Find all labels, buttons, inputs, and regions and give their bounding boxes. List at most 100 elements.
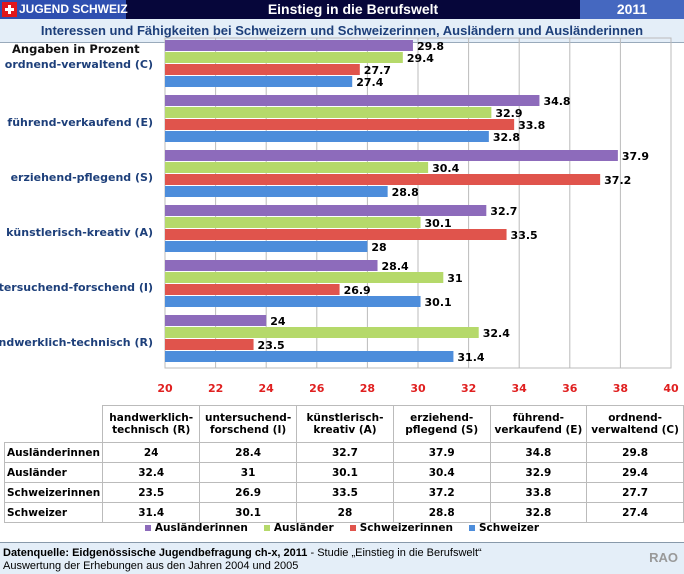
bar: [165, 131, 489, 142]
category-label: künstlerisch-kreativ (A): [6, 226, 153, 239]
table-cell: 32.9: [489, 462, 588, 483]
data-label: 32.7: [490, 205, 517, 218]
page-title: Einstieg in die Berufswelt: [267, 1, 439, 17]
table-cell: 30.4: [392, 462, 491, 483]
data-label: 32.4: [483, 327, 510, 340]
bar: [165, 162, 429, 173]
table-cell: 34.8: [489, 442, 588, 463]
x-tick-label: 30: [410, 382, 426, 395]
data-label: 28.8: [392, 186, 419, 199]
table-cell: 37.9: [392, 442, 491, 463]
row-label: Ausländerinnen: [3, 442, 104, 463]
row-label: Ausländer: [3, 462, 104, 483]
table-header: künstlerisch-kreativ (A): [296, 405, 394, 443]
table-row: Ausländer 32.4 31 30.1 30.4 32.9 29.4: [3, 462, 684, 483]
bar: [165, 296, 421, 307]
table-cell: 31.4: [102, 502, 201, 523]
table-corner: [4, 405, 104, 443]
table-header: untersuchend-forschend (I): [199, 405, 298, 443]
data-label: 37.9: [622, 150, 649, 163]
bar: [165, 107, 492, 118]
year-badge: 2011: [580, 0, 684, 19]
source-line-2: Auswertung der Erhebungen aus den Jahren…: [3, 560, 299, 572]
data-label: 31: [447, 272, 462, 285]
bar-chart: 20 22 24 26 28 30 32 34 36 38 40 Angaben in Prozent…: [0, 37, 679, 395]
x-tick-label: 24: [259, 382, 275, 395]
table-row: Schweizerinnen 23.5 26.9 33.5 37.2 33.8 27.7: [3, 482, 684, 503]
bar: [165, 241, 368, 252]
bar: [165, 229, 507, 240]
table-row: Ausländerinnen 24 28.4 32.7 37.9 34.8 29.8: [3, 442, 684, 463]
bar: [165, 76, 353, 87]
bar: [165, 150, 618, 161]
data-label: 29.8: [417, 40, 444, 53]
data-label: 27.4: [356, 76, 383, 89]
table-cell: 23.5: [102, 482, 201, 503]
bar: [165, 284, 340, 295]
data-label: 34.8: [543, 95, 570, 108]
legend-swatch: [349, 525, 356, 531]
x-tick-label: 34: [512, 382, 528, 395]
data-label: 31.4: [457, 351, 484, 364]
unit-label: Angaben in Prozent: [12, 42, 140, 56]
table-cell: 26.9: [199, 482, 298, 503]
data-label: 32.9: [495, 107, 522, 120]
logo: JUGEND SCHWEIZ: [0, 0, 128, 19]
table-cell: 33.8: [489, 482, 588, 503]
data-label: 33.5: [511, 229, 538, 242]
table-cell: 24: [102, 442, 201, 463]
data-label: 26.9: [344, 284, 371, 297]
row-label: Schweizer: [3, 502, 104, 523]
x-tick-label: 26: [309, 382, 325, 395]
table-cell: 28: [296, 502, 394, 523]
bar: [165, 339, 254, 350]
header-bar: [0, 0, 684, 19]
data-table: handwerklich-technisch (R) untersuchend-f…: [3, 405, 684, 523]
table-cell: 27.4: [586, 502, 684, 523]
table-cell: 27.7: [586, 482, 684, 503]
legend-swatch: [468, 525, 475, 531]
table-header: erziehend-pflegend (S): [392, 405, 491, 443]
table-cell: 28.4: [199, 442, 298, 463]
table-header: handwerklich-technisch (R): [102, 405, 201, 443]
bar: [165, 52, 403, 63]
x-tick-label: 32: [461, 382, 476, 395]
chart-subtitle: Interessen und Fähigkeiten bei Schweizer…: [0, 19, 684, 43]
x-tick-label: 20: [157, 382, 173, 395]
bar: [165, 186, 388, 197]
table-cell: 31: [199, 462, 298, 483]
x-tick-label: 36: [562, 382, 578, 395]
table-cell: 30.1: [199, 502, 298, 523]
table-cell: 37.2: [392, 482, 491, 503]
table-row: Schweizer 31.4 30.1 28 28.8 32.8 27.4: [3, 502, 684, 523]
x-tick-label: 38: [613, 382, 628, 395]
bar: [165, 315, 267, 326]
brand-logo: RAO: [649, 550, 678, 565]
table-header: ordnend-verwaltend (C): [586, 405, 684, 443]
swiss-cross-icon: [2, 2, 17, 17]
legend-item: Schweizerinnen: [349, 522, 453, 534]
data-label: 28: [371, 241, 386, 254]
table-cell: 30.1: [296, 462, 394, 483]
table-cell: 28.8: [392, 502, 491, 523]
category-label: erziehend-pflegend (S): [11, 171, 153, 184]
category-label: ordnend-verwaltend (C): [5, 58, 153, 71]
legend-item: Ausländer: [263, 522, 334, 534]
category-label: führend-verkaufend (E): [7, 116, 153, 129]
table-cell: 33.5: [296, 482, 394, 503]
category-label: untersuchend-forschend (I): [0, 281, 153, 294]
data-label: 30.1: [425, 217, 452, 230]
table-cell: 32.7: [296, 442, 394, 463]
bar: [165, 351, 454, 362]
source-line: Datenquelle: Eidgenössische Jugendbefrag…: [3, 547, 482, 559]
bar: [165, 64, 360, 75]
source-bold: Datenquelle: Eidgenössische Jugendbefrag…: [3, 547, 308, 559]
data-label: 23.5: [258, 339, 285, 352]
table-cell: 29.8: [586, 442, 684, 463]
data-label: 27.7: [364, 64, 391, 77]
legend-item: Schweizer: [468, 522, 539, 534]
data-label: 24: [270, 315, 286, 328]
bar: [165, 205, 487, 216]
x-tick-label: 22: [208, 382, 223, 395]
legend-swatch: [263, 525, 270, 531]
